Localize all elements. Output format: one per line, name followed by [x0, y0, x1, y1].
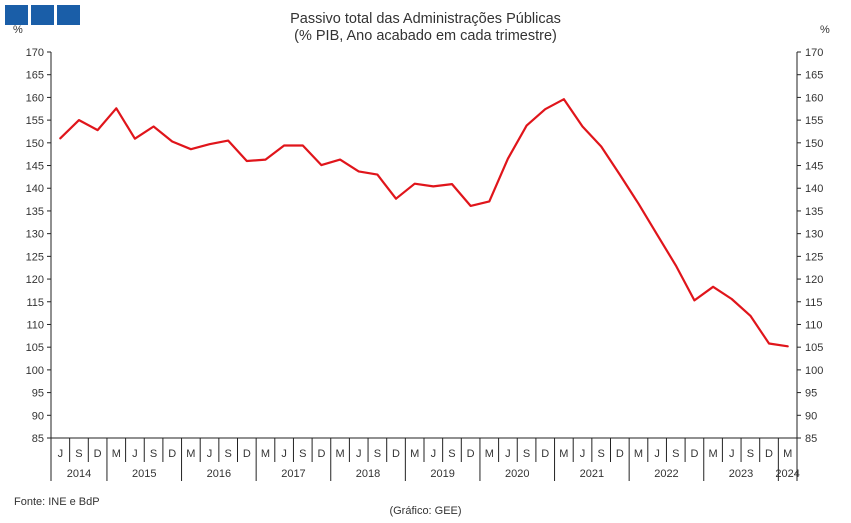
- x-tick-label-year: 2022: [654, 468, 678, 480]
- x-tick-label-quarter: J: [132, 448, 138, 460]
- x-tick-label-quarter: M: [410, 448, 419, 460]
- gee-logo: [5, 5, 80, 25]
- y-tick-label-left: 110: [26, 319, 44, 331]
- y-tick-label-right: 90: [805, 410, 817, 422]
- x-tick-label-quarter: M: [485, 448, 494, 460]
- x-tick-label-year: 2023: [729, 468, 753, 480]
- x-tick-label-year: 2015: [132, 468, 156, 480]
- y-tick-label-right: 170: [805, 47, 823, 59]
- x-tick-label-quarter: D: [765, 448, 773, 460]
- x-tick-label-quarter: J: [654, 448, 660, 460]
- x-tick-label-quarter: J: [356, 448, 362, 460]
- x-tick-label-quarter: S: [523, 448, 530, 460]
- x-tick-label-year: 2016: [207, 468, 231, 480]
- y-tick-label-left: 140: [26, 183, 44, 195]
- x-tick-label-quarter: M: [335, 448, 344, 460]
- y-tick-label-left: 145: [26, 161, 44, 173]
- y-tick-label-left: 150: [26, 138, 44, 150]
- y-tick-label-left: 105: [26, 342, 44, 354]
- y-tick-label-left: 155: [26, 115, 44, 127]
- x-tick-label-quarter: M: [708, 448, 717, 460]
- x-tick-label-quarter: S: [75, 448, 82, 460]
- x-tick-label-quarter: S: [598, 448, 605, 460]
- y-tick-label-right: 85: [805, 433, 817, 445]
- y-tick-label-right: 145: [805, 161, 823, 173]
- x-tick-label-year: 2019: [430, 468, 454, 480]
- chart-credit: (Gráfico: GEE): [389, 505, 462, 517]
- x-tick-label-quarter: S: [299, 448, 306, 460]
- x-tick-label-quarter: D: [243, 448, 251, 460]
- series-line: [59, 98, 789, 348]
- y-tick-label-right: 115: [805, 297, 823, 309]
- y-tick-label-left: 130: [26, 229, 44, 241]
- source-note: Fonte: INE e BdP: [14, 496, 100, 508]
- y-tick-label-left: 120: [26, 274, 44, 286]
- x-tick-label-quarter: D: [317, 448, 325, 460]
- logo-square: [57, 5, 80, 25]
- y-tick-label-right: 130: [805, 229, 823, 241]
- y-tick-label-right: 125: [805, 251, 823, 263]
- x-tick-label-quarter: M: [783, 448, 792, 460]
- y-axis-unit-left: %: [13, 24, 23, 36]
- y-tick-label-left: 115: [26, 297, 44, 309]
- logo-square: [31, 5, 54, 25]
- logo-square: [5, 5, 28, 25]
- x-tick-label-year: 2020: [505, 468, 529, 480]
- x-tick-label-quarter: J: [207, 448, 213, 460]
- x-tick-label-quarter: J: [580, 448, 586, 460]
- y-tick-label-right: 110: [805, 319, 823, 331]
- x-tick-label-quarter: J: [281, 448, 287, 460]
- x-tick-label-quarter: D: [392, 448, 400, 460]
- y-tick-label-right: 160: [805, 92, 823, 104]
- x-tick-label-year: 2024: [775, 468, 799, 480]
- x-tick-label-quarter: D: [94, 448, 102, 460]
- x-tick-label-quarter: J: [729, 448, 735, 460]
- x-tick-label-quarter: M: [112, 448, 121, 460]
- y-tick-label-left: 170: [26, 47, 44, 59]
- y-tick-label-right: 135: [805, 206, 823, 218]
- y-tick-label-right: 95: [805, 388, 817, 400]
- y-tick-label-left: 85: [32, 433, 44, 445]
- x-tick-label-quarter: D: [690, 448, 698, 460]
- y-tick-label-right: 140: [805, 183, 823, 195]
- chart-title: Passivo total das Administrações Pública…: [290, 11, 561, 27]
- x-tick-label-quarter: D: [616, 448, 624, 460]
- y-tick-label-right: 165: [805, 70, 823, 82]
- x-tick-label-quarter: M: [186, 448, 195, 460]
- x-tick-label-quarter: D: [467, 448, 475, 460]
- y-tick-label-right: 105: [805, 342, 823, 354]
- x-tick-label-quarter: M: [559, 448, 568, 460]
- y-axis-unit-right: %: [820, 24, 830, 36]
- y-tick-label-right: 155: [805, 115, 823, 127]
- x-tick-label-year: 2014: [67, 468, 91, 480]
- y-tick-label-left: 100: [26, 365, 44, 377]
- y-tick-label-right: 100: [805, 365, 823, 377]
- x-tick-label-quarter: J: [58, 448, 64, 460]
- y-tick-label-left: 90: [32, 410, 44, 422]
- y-tick-label-left: 135: [26, 206, 44, 218]
- x-tick-label-quarter: M: [261, 448, 270, 460]
- y-tick-label-right: 120: [805, 274, 823, 286]
- x-tick-label-quarter: S: [374, 448, 381, 460]
- x-tick-label-quarter: D: [168, 448, 176, 460]
- y-tick-label-left: 125: [26, 251, 44, 263]
- x-tick-label-quarter: M: [634, 448, 643, 460]
- x-tick-label-quarter: S: [150, 448, 157, 460]
- x-tick-label-quarter: S: [672, 448, 679, 460]
- y-tick-label-left: 95: [32, 388, 44, 400]
- chart-subtitle: (% PIB, Ano acabado em cada trimestre): [294, 28, 557, 44]
- x-tick-label-quarter: S: [225, 448, 232, 460]
- y-tick-label-left: 160: [26, 92, 44, 104]
- x-tick-label-year: 2018: [356, 468, 380, 480]
- x-tick-label-year: 2017: [281, 468, 305, 480]
- x-tick-label-quarter: S: [448, 448, 455, 460]
- x-tick-label-quarter: J: [505, 448, 511, 460]
- x-tick-label-quarter: S: [747, 448, 754, 460]
- x-tick-label-quarter: D: [541, 448, 549, 460]
- y-tick-label-left: 165: [26, 70, 44, 82]
- x-tick-label-quarter: J: [431, 448, 437, 460]
- x-tick-label-year: 2021: [580, 468, 604, 480]
- y-tick-label-right: 150: [805, 138, 823, 150]
